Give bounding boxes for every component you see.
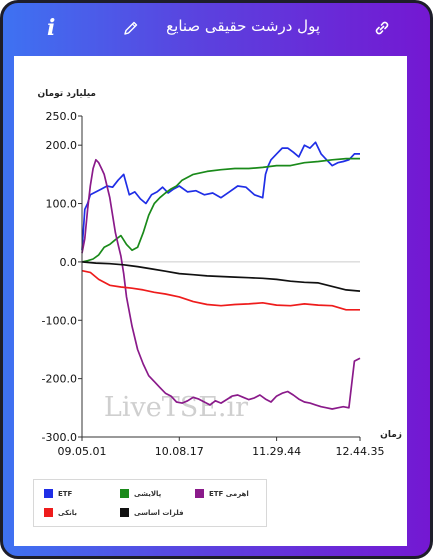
legend-swatch-refinery (120, 489, 129, 498)
legend-item-leveraged-etf[interactable]: ETF اهرمی (195, 489, 249, 498)
pencil-icon[interactable] (123, 20, 139, 36)
x-tick-label: 09.05.01 (58, 445, 107, 458)
y-tick-label: -300.0 (42, 431, 77, 444)
y-tick-label: -100.0 (42, 314, 77, 327)
legend-item-banking[interactable]: بانکی (44, 508, 77, 517)
legend-swatch-etf (44, 489, 53, 498)
legend-label-banking: بانکی (58, 508, 78, 517)
legend-item-etf[interactable]: ETF (44, 489, 72, 498)
legend-label-leveraged-etf: ETF اهرمی (209, 489, 249, 498)
series-line-leveraged-etf (81, 158, 361, 410)
legend-label-etf: ETF (58, 489, 73, 498)
link-icon[interactable] (373, 19, 391, 37)
x-axis-label: زمان (380, 430, 402, 440)
info-button[interactable]: i (47, 15, 56, 41)
legend-label-base-metals: فلزات اساسی (134, 508, 184, 517)
legend-label-refinery: پالایشی (134, 489, 162, 498)
y-tick-label: 200.0 (46, 139, 78, 152)
series-line-etf (81, 141, 360, 251)
legend-swatch-banking (44, 508, 53, 517)
legend-swatch-base-metals (120, 508, 129, 517)
y-tick-label: 0.0 (60, 256, 78, 269)
x-tick-label: 12.44.35 (336, 445, 385, 458)
x-tick-label: 11.29.44 (252, 445, 301, 458)
chart-panel: LiveTSE.ir 250.0 200.0 100.0 0.0 -100.0 -200.… (14, 56, 407, 546)
money-flow-chart: LiveTSE.ir 250.0 200.0 100.0 0.0 -100.0 -200.… (37, 89, 402, 458)
page-title: پول درشت حقیقی صنایع (166, 17, 320, 35)
legend-item-refinery[interactable]: پالایشی (120, 489, 161, 498)
y-axis-label: میلیارد تومان (37, 89, 96, 99)
series-line-banking (81, 269, 360, 311)
series-line-refinery (81, 157, 360, 263)
y-tick-label: 100.0 (46, 198, 78, 211)
y-tick-label: 250.0 (46, 110, 78, 123)
chart-legend: ETF پالایشی ETF اهرمی بانکی فلزات اساسی (33, 479, 267, 527)
legend-item-base-metals[interactable]: فلزات اساسی (120, 508, 184, 517)
header-bar: i پول درشت حقیقی صنایع (3, 3, 430, 53)
y-tick-label: -200.0 (42, 373, 77, 386)
watermark-text: LiveTSE.ir (104, 392, 248, 423)
series-line-base-metals (81, 261, 361, 292)
x-tick-label: 10.08.17 (155, 445, 204, 458)
legend-swatch-leveraged-etf (195, 489, 204, 498)
